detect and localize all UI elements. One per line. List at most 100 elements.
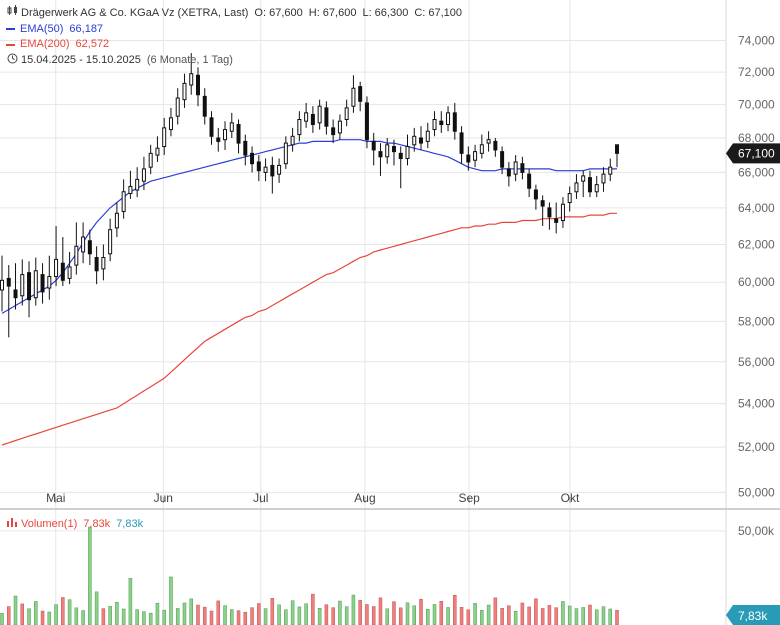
candle-body bbox=[486, 139, 491, 144]
candle-body bbox=[594, 184, 599, 193]
volume-series bbox=[0, 526, 619, 625]
ema50-path bbox=[1, 139, 617, 314]
candle-body bbox=[581, 175, 586, 182]
candle-body bbox=[337, 120, 342, 134]
candle-body bbox=[344, 107, 349, 121]
candle-body bbox=[13, 289, 18, 299]
volume-bar bbox=[243, 611, 248, 625]
candle-body bbox=[574, 182, 579, 193]
price-tick-label: 64,000 bbox=[738, 201, 775, 215]
candle-body bbox=[6, 277, 11, 287]
candle-body bbox=[297, 119, 302, 136]
volume-bar bbox=[34, 601, 38, 625]
candle-body bbox=[601, 173, 606, 184]
candle-body bbox=[94, 257, 99, 272]
candle-body bbox=[527, 173, 532, 189]
candle-body bbox=[506, 168, 511, 177]
candlestick-series bbox=[0, 53, 619, 338]
price-tick-label: 74,000 bbox=[738, 34, 775, 48]
volume-bar bbox=[574, 608, 579, 625]
candle-body bbox=[270, 164, 275, 177]
volume-last-badge: 7,83k bbox=[726, 605, 780, 625]
time-tick-label: Jun bbox=[154, 491, 173, 505]
volume-value-red: 7,83k bbox=[83, 517, 111, 530]
price-tick-label: 52,000 bbox=[738, 440, 775, 454]
candle-body bbox=[263, 166, 268, 173]
candle-body bbox=[513, 161, 518, 175]
volume-bar bbox=[284, 609, 288, 625]
volume-bar bbox=[257, 603, 261, 625]
volume-bar bbox=[175, 608, 180, 625]
volume-bar bbox=[392, 601, 396, 625]
price-tick-label: 66,000 bbox=[738, 165, 775, 179]
volume-bar bbox=[0, 613, 4, 625]
ema200-line bbox=[1, 212, 617, 446]
candle-body bbox=[141, 168, 146, 182]
ema200-legend[interactable]: EMA(200) 62,572 bbox=[6, 37, 462, 53]
volume-bar bbox=[230, 609, 234, 625]
volume-bar bbox=[453, 594, 457, 625]
volume-bar bbox=[236, 610, 241, 625]
candle-body bbox=[101, 257, 106, 270]
price-tick-label: 50,000 bbox=[738, 485, 775, 499]
candle-body bbox=[0, 279, 4, 291]
volume-bar bbox=[473, 603, 477, 625]
candle-body bbox=[554, 218, 559, 223]
candle-body bbox=[547, 207, 552, 218]
candle-body bbox=[81, 236, 86, 253]
ema200-swatch bbox=[6, 43, 15, 46]
volume-bar bbox=[121, 608, 126, 625]
candle-body bbox=[317, 105, 322, 124]
volume-bar bbox=[426, 608, 430, 625]
candle-body bbox=[479, 144, 484, 154]
chart-legend: Drägerwerk AG & Co. KGaA Vz (XETRA, Last… bbox=[6, 5, 462, 69]
volume-label: Volumen(1) bbox=[21, 517, 78, 530]
price-tick-label: 70,000 bbox=[738, 98, 775, 112]
time-tick-label: Mai bbox=[46, 491, 65, 505]
candle-body bbox=[615, 144, 619, 154]
time-tick-label: Jul bbox=[253, 491, 268, 505]
candle-body bbox=[162, 127, 167, 148]
volume-value-blue: 7,83k bbox=[116, 517, 144, 530]
volume-bar bbox=[358, 600, 362, 625]
volume-bar bbox=[277, 604, 281, 625]
volume-bar bbox=[432, 604, 437, 625]
ema50-legend[interactable]: EMA(50) 66,187 bbox=[6, 22, 462, 38]
volume-bar bbox=[250, 607, 254, 625]
volume-bar bbox=[216, 600, 221, 625]
candle-body bbox=[493, 140, 498, 151]
ema50-swatch bbox=[6, 28, 15, 31]
volume-bar bbox=[169, 576, 173, 625]
price-axis-labels: 50,000 52,000 54,000 56,000 58,000 60,000 62,0… bbox=[738, 34, 775, 500]
volume-axis-labels: 50,00k bbox=[738, 524, 775, 538]
candle-body bbox=[452, 112, 457, 132]
candle-body bbox=[310, 114, 315, 126]
candle-body bbox=[446, 112, 451, 126]
volume-bar bbox=[446, 607, 450, 625]
ema50-value: 66,187 bbox=[69, 22, 104, 35]
volume-bar bbox=[189, 598, 193, 625]
candle-body bbox=[473, 151, 478, 161]
volume-tick-label: 50,00k bbox=[738, 524, 775, 538]
volume-bar bbox=[486, 604, 491, 625]
candle-body bbox=[391, 146, 396, 153]
candle-body bbox=[74, 245, 79, 266]
volume-bar bbox=[459, 607, 464, 625]
volume-bar bbox=[128, 578, 133, 625]
last-price-label: 67,100 bbox=[738, 146, 775, 160]
candle-body bbox=[67, 266, 72, 279]
candle-body bbox=[195, 74, 200, 96]
candle-body bbox=[608, 166, 613, 175]
volume-bar bbox=[61, 597, 65, 625]
candle-body bbox=[256, 161, 261, 172]
volume-bar bbox=[223, 605, 227, 625]
candle-body bbox=[223, 129, 228, 141]
candle-body bbox=[351, 87, 356, 107]
candle-body bbox=[540, 200, 545, 207]
volume-bar bbox=[513, 611, 518, 625]
volume-bar bbox=[27, 608, 31, 625]
volume-bar bbox=[74, 607, 79, 625]
candle-body bbox=[567, 193, 572, 203]
volume-bar bbox=[554, 607, 558, 625]
